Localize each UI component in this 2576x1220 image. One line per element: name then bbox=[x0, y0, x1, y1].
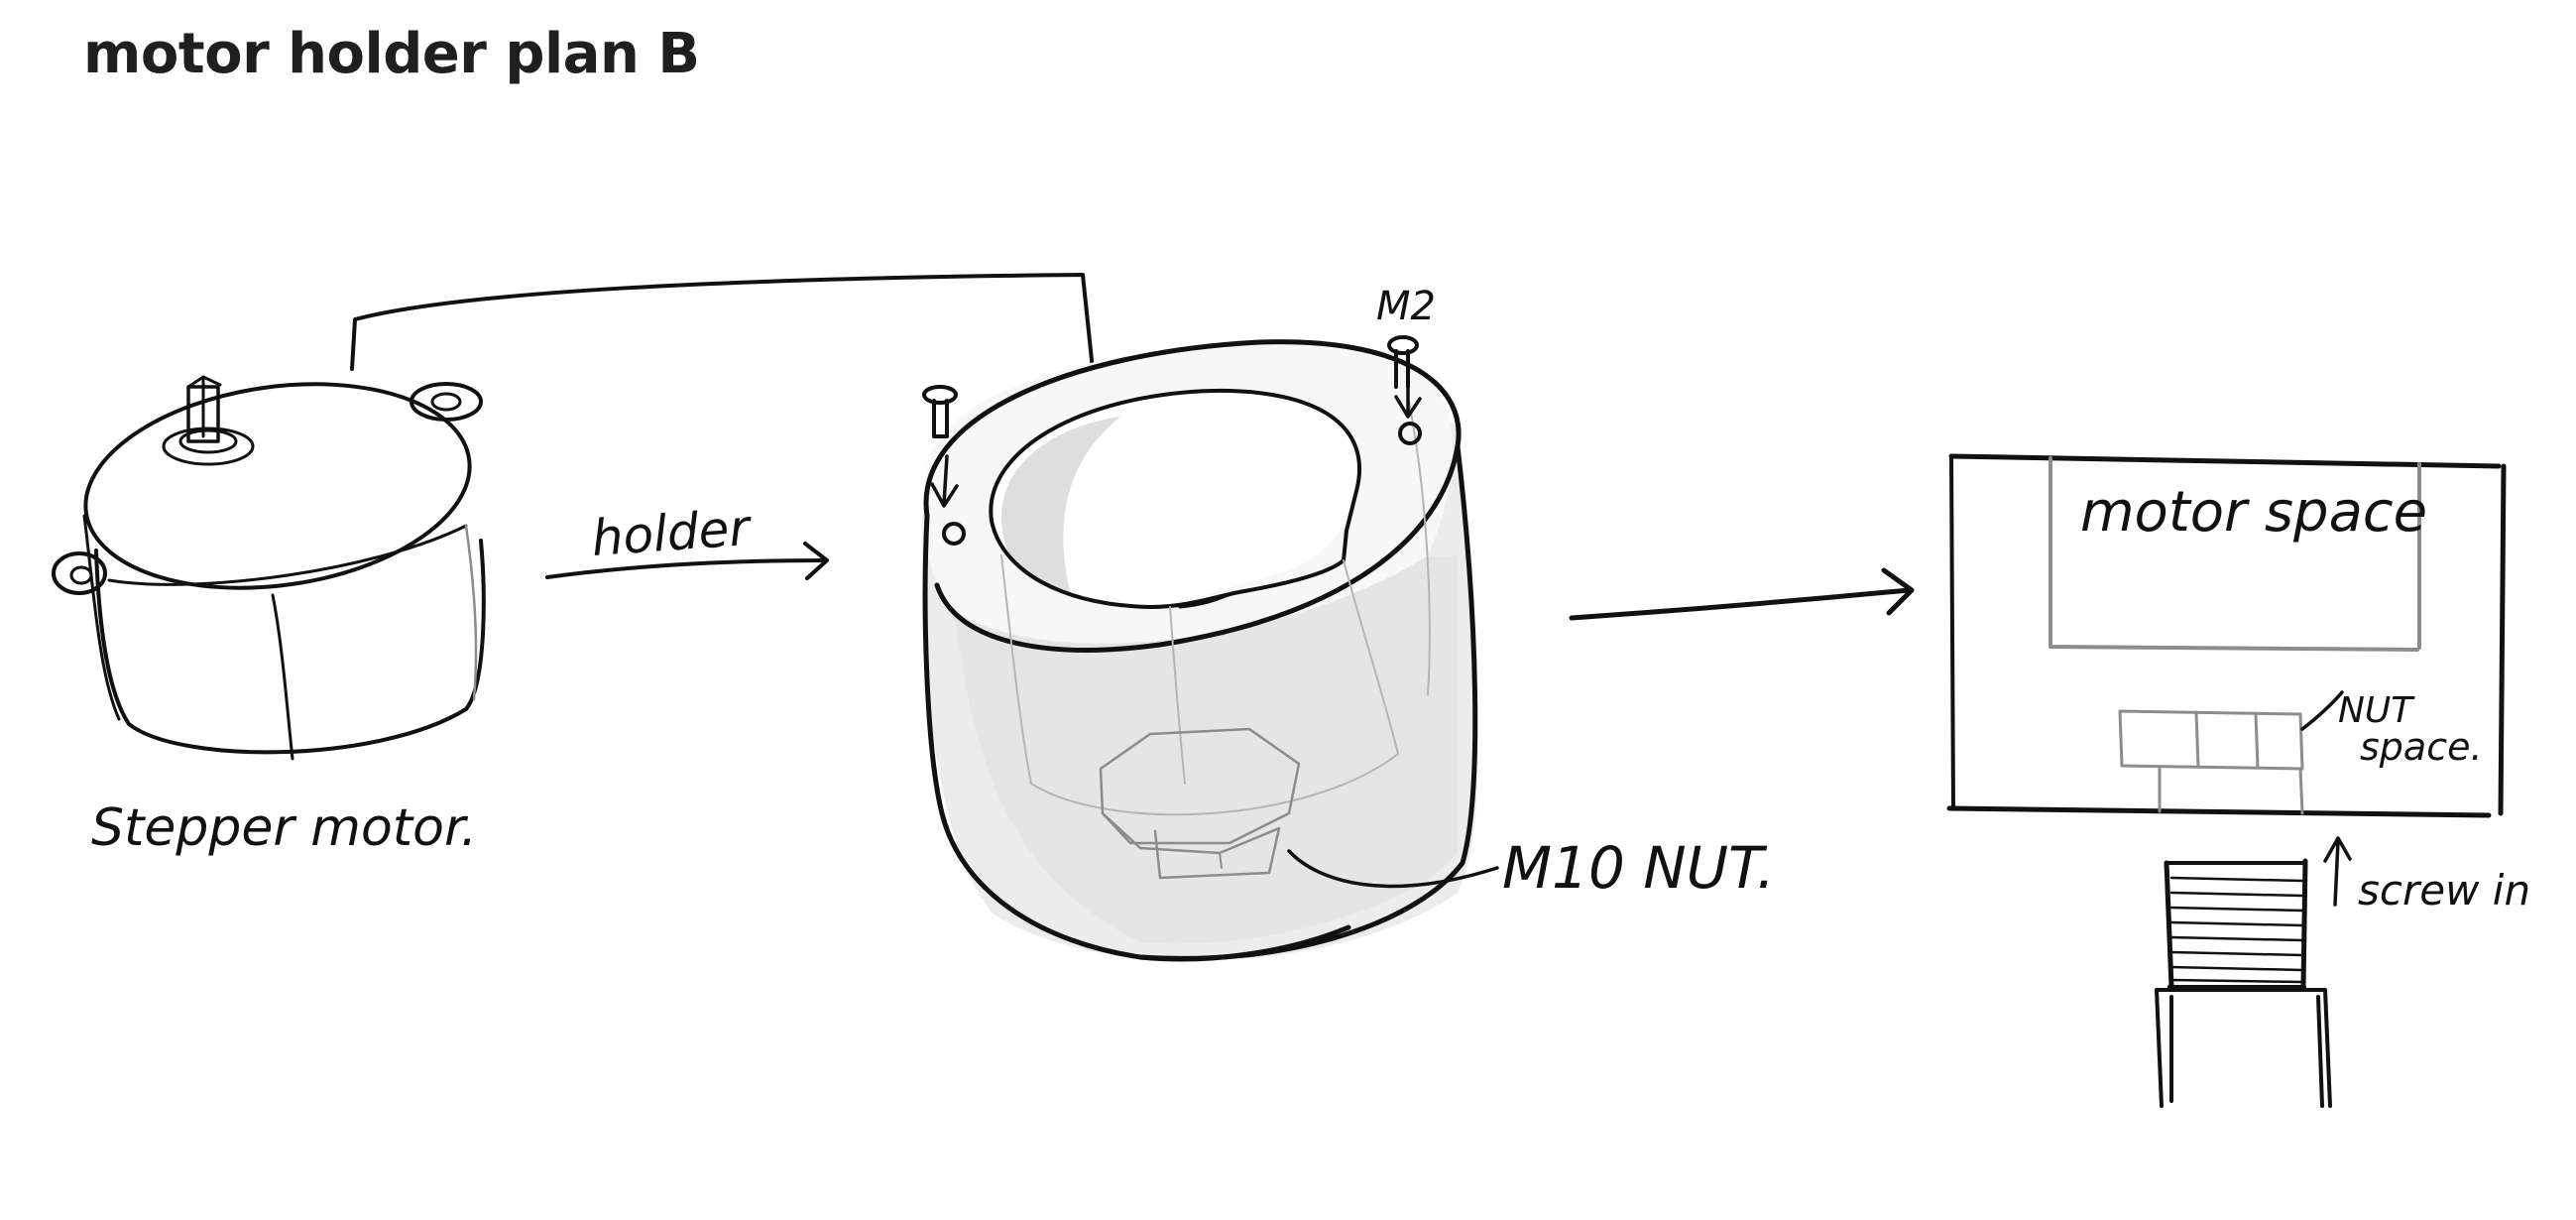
label-motor-space: motor space bbox=[2080, 480, 2427, 545]
label-stepper-motor: Stepper motor. bbox=[91, 798, 477, 858]
label-m10-nut: M10 NUT. bbox=[1502, 834, 1775, 902]
section-view-drawing bbox=[1946, 453, 2507, 1108]
page-title: motor holder plan B bbox=[83, 22, 700, 86]
label-screw-in: screw in bbox=[2358, 866, 2530, 915]
section-arrow bbox=[1569, 567, 1915, 621]
stepper-motor-drawing bbox=[52, 375, 486, 761]
label-m2: M2 bbox=[1376, 284, 1436, 329]
holder-arrow bbox=[545, 542, 829, 580]
label-nut-space-line1: NUT bbox=[2338, 690, 2415, 731]
label-nut-space-line2: space. bbox=[2360, 725, 2483, 769]
holder-drawing bbox=[922, 335, 1499, 962]
m2-screw-right bbox=[1387, 335, 1422, 445]
m2-screw-left bbox=[922, 385, 966, 546]
label-holder: holder bbox=[590, 499, 755, 567]
